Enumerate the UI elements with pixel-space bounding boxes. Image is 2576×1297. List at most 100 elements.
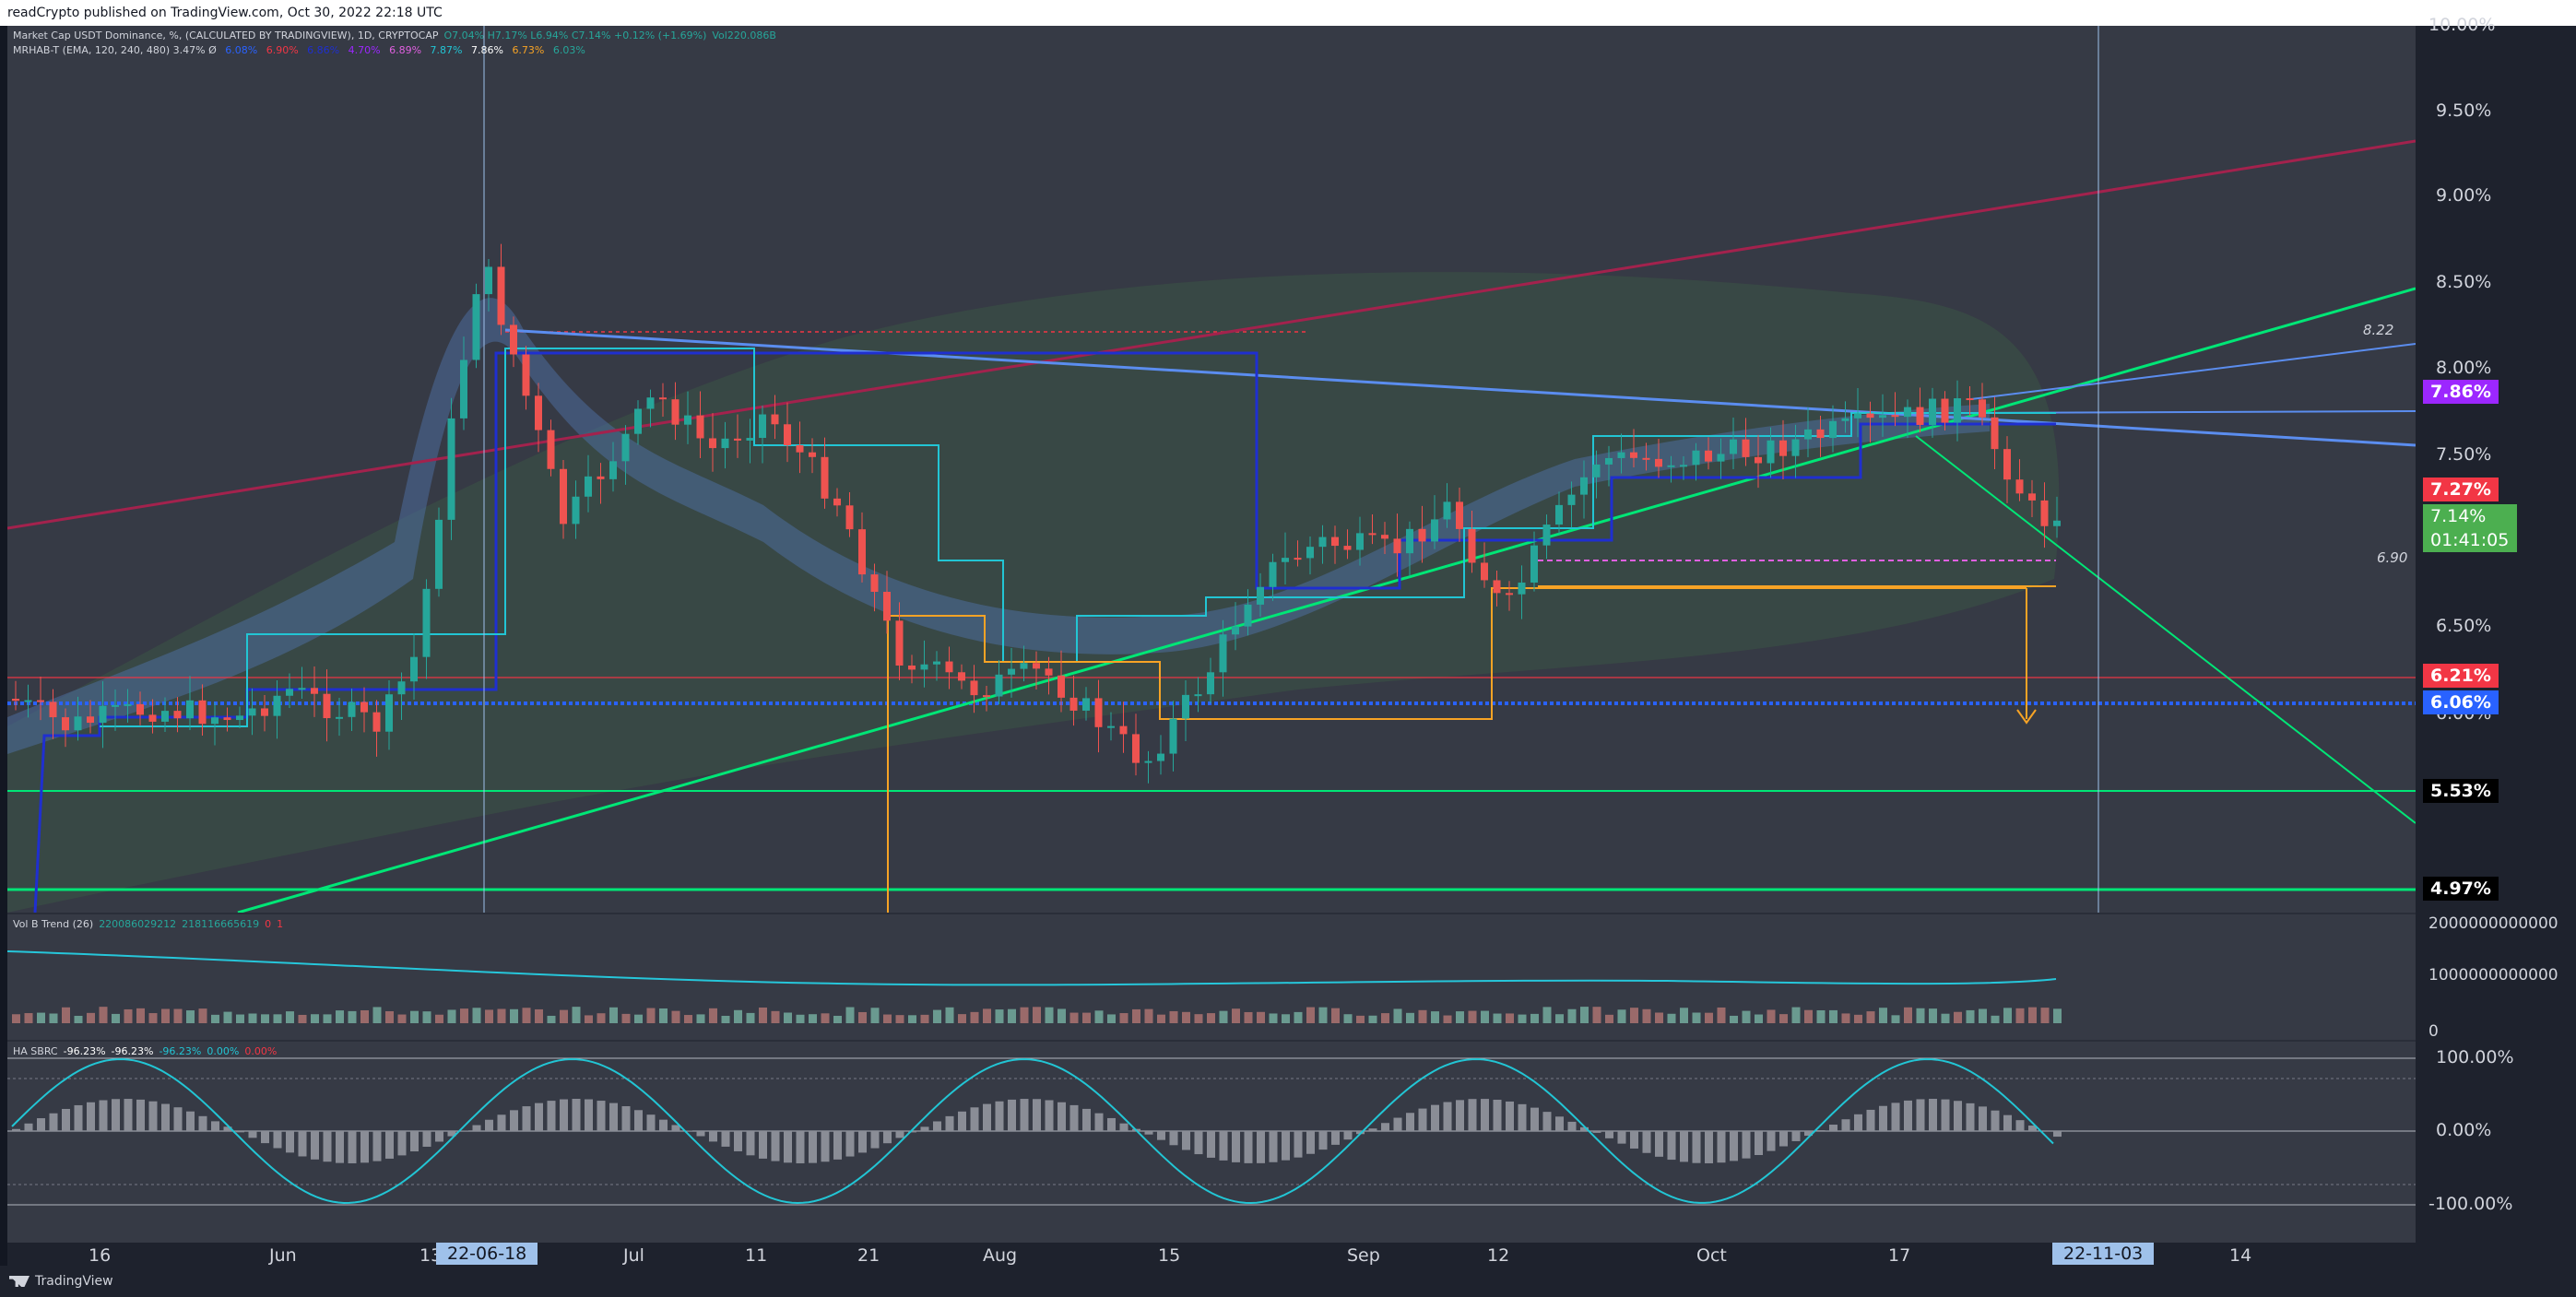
pane-separator[interactable] (7, 913, 2576, 914)
time-axis[interactable]: 16 Jun 13 22-06-18 Jul 11 21 Aug 15 Sep … (7, 1243, 2576, 1266)
osc-bar (547, 1101, 556, 1131)
volume-tick: 2000000000000 (2428, 914, 2558, 933)
candle-body (1132, 734, 1140, 763)
osc-bar (883, 1131, 892, 1144)
osc-bar (1829, 1125, 1837, 1131)
price-badge-497: 4.97% (2423, 877, 2499, 901)
volume-bar (1119, 1013, 1128, 1023)
osc-bar (1468, 1099, 1477, 1131)
candle-body (560, 468, 567, 525)
volume-bar (646, 1008, 656, 1023)
osc-bar (522, 1106, 531, 1131)
volume-bar (1033, 1007, 1041, 1023)
osc-bar (410, 1131, 419, 1152)
volume-bar (1642, 1008, 1651, 1023)
osc-bar (447, 1131, 456, 1137)
osc-bar (1244, 1131, 1253, 1163)
osc-bar (2053, 1131, 2062, 1138)
osc-bar (1667, 1131, 1676, 1161)
osc-bar (1954, 1101, 1962, 1131)
volume-bar (970, 1011, 979, 1023)
candle-body (1904, 407, 1911, 418)
candle-body (1481, 562, 1488, 581)
volume-bar (336, 1010, 344, 1023)
volume-bar (1381, 1013, 1389, 1023)
volume-bar (1207, 1013, 1215, 1023)
volume-bar (49, 1013, 58, 1023)
candle-body (870, 574, 879, 593)
osc-bar (1567, 1121, 1577, 1131)
maroon-trendline (7, 139, 2416, 530)
volume-bar (1555, 1014, 1564, 1023)
candle-body (945, 661, 953, 673)
pane-separator[interactable] (7, 1040, 2576, 1042)
price-badge-727: 7.27% (2423, 478, 2499, 501)
candle-body (1194, 694, 1202, 697)
volume-bar (1107, 1014, 1116, 1023)
osc-bar (1617, 1131, 1626, 1144)
volume-bar (1144, 1008, 1153, 1023)
candle-body (248, 708, 256, 716)
candle-body (784, 424, 791, 446)
chart-frame[interactable]: 8.22 6.90 Market Cap USDT Dominance, %, … (7, 15, 2576, 1266)
candle-body (422, 588, 431, 657)
price-badge-current: 7.14% (2423, 504, 2517, 528)
osc-bar (1094, 1113, 1104, 1131)
annotation-690: 6.90 (2377, 549, 2407, 566)
osc-bar (497, 1114, 506, 1131)
volume-bar (1282, 1014, 1290, 1023)
candle-body (659, 397, 667, 400)
volume-bar (2003, 1008, 2012, 1023)
candle-body (1966, 398, 1974, 401)
candle-body (522, 354, 530, 396)
volume-bar (2040, 1008, 2050, 1023)
volume-bar (1020, 1007, 1029, 1023)
osc-bar (784, 1131, 792, 1163)
candle-body (1991, 417, 1999, 450)
volume-bar (945, 1007, 954, 1023)
time-tick: 17 (1888, 1245, 1911, 1266)
candle-body (1343, 546, 1352, 550)
price-badge-621: 6.21% (2423, 664, 2499, 688)
osc-bar (24, 1123, 33, 1131)
candle-body (933, 661, 940, 665)
candle-body (597, 476, 605, 479)
osc-tick: 100.00% (2436, 1047, 2514, 1067)
osc-bar (12, 1128, 20, 1131)
volume-bar (1318, 1007, 1328, 1023)
candle-body (995, 674, 1003, 697)
candle-body (1207, 672, 1214, 695)
oscillator-pane[interactable]: HA SBRC -96.23% -96.23% -96.23% 0.00% 0.00% (7, 1042, 2416, 1243)
candle-body (211, 717, 219, 725)
price-tick: 6.50% (2436, 616, 2492, 636)
osc-bar (112, 1099, 120, 1131)
osc-bar (422, 1131, 431, 1148)
volume-bar (410, 1010, 419, 1023)
osc-bar (1431, 1104, 1439, 1131)
candle-body (311, 688, 318, 694)
candle-body (360, 702, 368, 713)
osc-bar (286, 1131, 294, 1153)
candle-body (983, 695, 990, 698)
volume-bar (721, 1015, 730, 1023)
candle-body (1791, 439, 1800, 456)
main-chart-svg[interactable]: 8.22 6.90 (7, 26, 2416, 913)
volume-bar (1954, 1011, 1962, 1023)
volume-pane[interactable]: Vol B Trend (26) 220086029212 218116665619… (7, 914, 2416, 1040)
volume-bar (1418, 1009, 1427, 1023)
candle-body (1456, 501, 1463, 529)
osc-bar (1033, 1099, 1041, 1131)
blue-trendline-up (1970, 343, 2416, 400)
volume-bar (460, 1008, 468, 1023)
candle-body (1157, 753, 1164, 761)
volume-bar (671, 1010, 680, 1023)
candle-body (1431, 519, 1438, 542)
price-axis[interactable]: 10.00% 9.50% 9.00% 8.50% 8.00% 7.50% 6.5… (2416, 15, 2576, 1243)
price-badge-786: 7.86% (2423, 380, 2499, 404)
volume-bar (24, 1013, 33, 1023)
osc-bar (1605, 1131, 1613, 1138)
candle-body (1381, 535, 1388, 539)
osc-tick: 0.00% (2436, 1120, 2492, 1140)
main-price-pane[interactable]: 8.22 6.90 Market Cap USDT Dominance, %, … (7, 26, 2416, 913)
candle-body (1655, 458, 1662, 467)
